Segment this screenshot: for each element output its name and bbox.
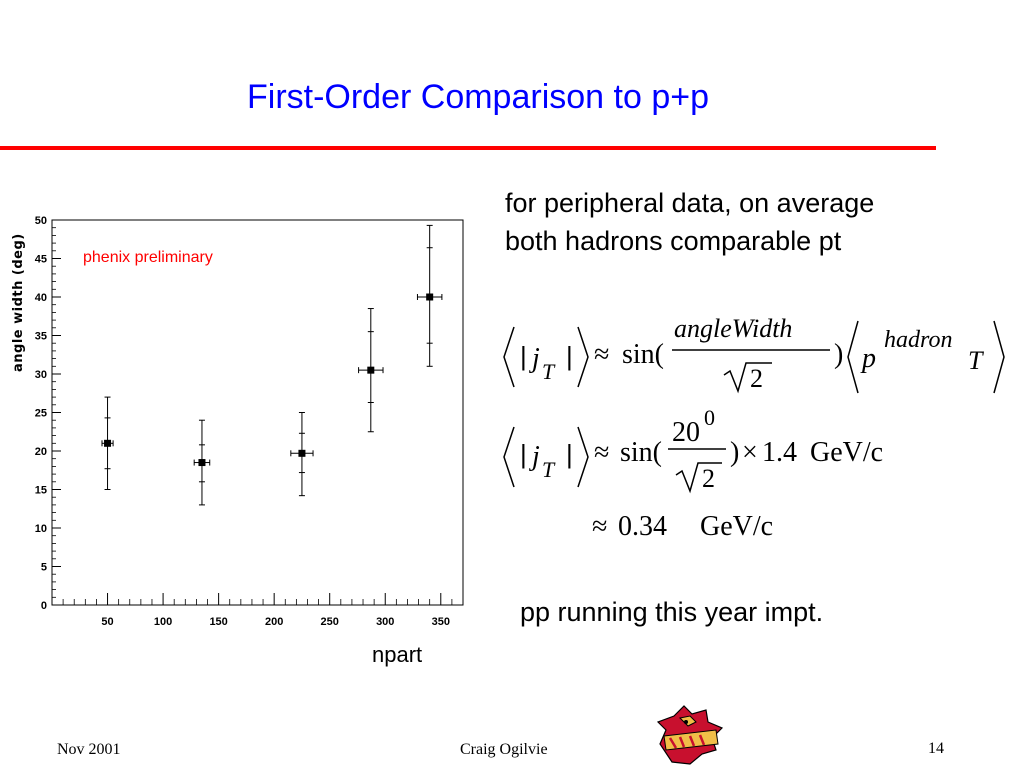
eq2-sin: sin(: [620, 437, 662, 468]
svg-text:|: |: [520, 341, 527, 371]
title-underline: [0, 146, 936, 150]
angle-width-chart: 0 5 10 15 20 25 30 35 40 45 50 50 100 150 200 250 300 350…: [11, 215, 464, 628]
y-axis-label: angle width (deg): [11, 233, 26, 372]
x-tick-label: 200: [265, 616, 283, 628]
data-point: [367, 366, 375, 374]
eq1-sup-hadron: hadron: [884, 327, 952, 353]
eq1-numerator: angleWidth: [674, 314, 792, 343]
equation-jt-definition: | j T | ≈ sin( angleWidth 2 ) p hadron T: [503, 314, 1005, 394]
x-tick-label: 300: [376, 616, 394, 628]
y-tick-label: 40: [35, 292, 47, 304]
eq1-denominator: 2: [750, 364, 763, 393]
x-tick-label: 150: [209, 616, 227, 628]
x-axis-label: npart: [372, 642, 423, 667]
plot-frame: [51, 219, 464, 606]
data-point: [426, 293, 434, 301]
svg-text:|: |: [520, 439, 527, 469]
explanation-line-2: both hadrons comparable pt: [505, 226, 842, 256]
page-number: 14: [928, 740, 944, 757]
data-point: [198, 459, 206, 467]
y-tick-label: 25: [35, 408, 47, 420]
y-tick-label: 10: [35, 523, 47, 535]
slide-title: First-Order Comparison to p+p: [247, 78, 709, 116]
eq2-times: ×: [742, 437, 758, 468]
svg-text:|: |: [566, 341, 573, 371]
eq2-value: 1.4: [762, 437, 797, 468]
data-point: [298, 449, 306, 457]
footer-author: Craig Ogilvie: [460, 741, 548, 758]
eq1-close: ): [834, 339, 843, 370]
y-tick-label: 5: [41, 562, 47, 574]
explanation-line-1: for peripheral data, on average: [505, 188, 875, 218]
equation-jt-result: ≈ 0.34 GeV/c: [592, 511, 773, 542]
y-tick-label: 20: [35, 446, 47, 458]
x-tick-label: 250: [321, 616, 339, 628]
y-tick-label: 0: [41, 600, 47, 612]
y-tick-label: 50: [35, 215, 47, 227]
pp-running-note: pp running this year impt.: [520, 597, 824, 627]
eq2-denominator: 2: [702, 464, 715, 493]
eq1-sub-t2: T: [968, 346, 984, 375]
eq3-unit: GeV/c: [700, 511, 773, 542]
eq1-approx: ≈: [594, 339, 609, 370]
footer-date: Nov 2001: [57, 741, 121, 758]
eq2-sub-t: T: [542, 457, 556, 482]
eq2-approx: ≈: [594, 437, 609, 468]
chart-annotation: phenix preliminary: [83, 249, 213, 266]
eq1-p: p: [860, 343, 876, 374]
eq2-numerator-sup: 0: [704, 405, 715, 430]
iowa-state-cyclones-logo-icon: [656, 705, 724, 765]
eq1-sub-t: T: [542, 359, 556, 384]
eq3-approx: ≈: [592, 511, 607, 542]
x-tick-label: 100: [154, 616, 172, 628]
eq1-sin: sin(: [622, 339, 664, 370]
svg-text:|: |: [566, 439, 573, 469]
equation-jt-numeric: | j T | ≈ sin( 20 0 2 ) × 1.4 GeV/c: [503, 405, 883, 494]
eq2-numerator: 20: [672, 417, 700, 448]
y-tick-label: 45: [35, 254, 47, 266]
x-tick-label: 350: [432, 616, 450, 628]
y-tick-label: 35: [35, 331, 47, 343]
x-tick-label: 50: [101, 616, 113, 628]
eq3-value: 0.34: [618, 511, 667, 542]
eq2-close: ): [730, 437, 739, 468]
eq2-unit: GeV/c: [810, 437, 883, 468]
eq2-j: j: [529, 441, 540, 472]
data-point: [104, 439, 112, 447]
y-tick-label: 15: [35, 485, 47, 497]
explanation-text: for peripheral data, on average both had…: [505, 184, 874, 260]
y-tick-label: 30: [35, 369, 47, 381]
eq1-j: j: [529, 343, 540, 374]
